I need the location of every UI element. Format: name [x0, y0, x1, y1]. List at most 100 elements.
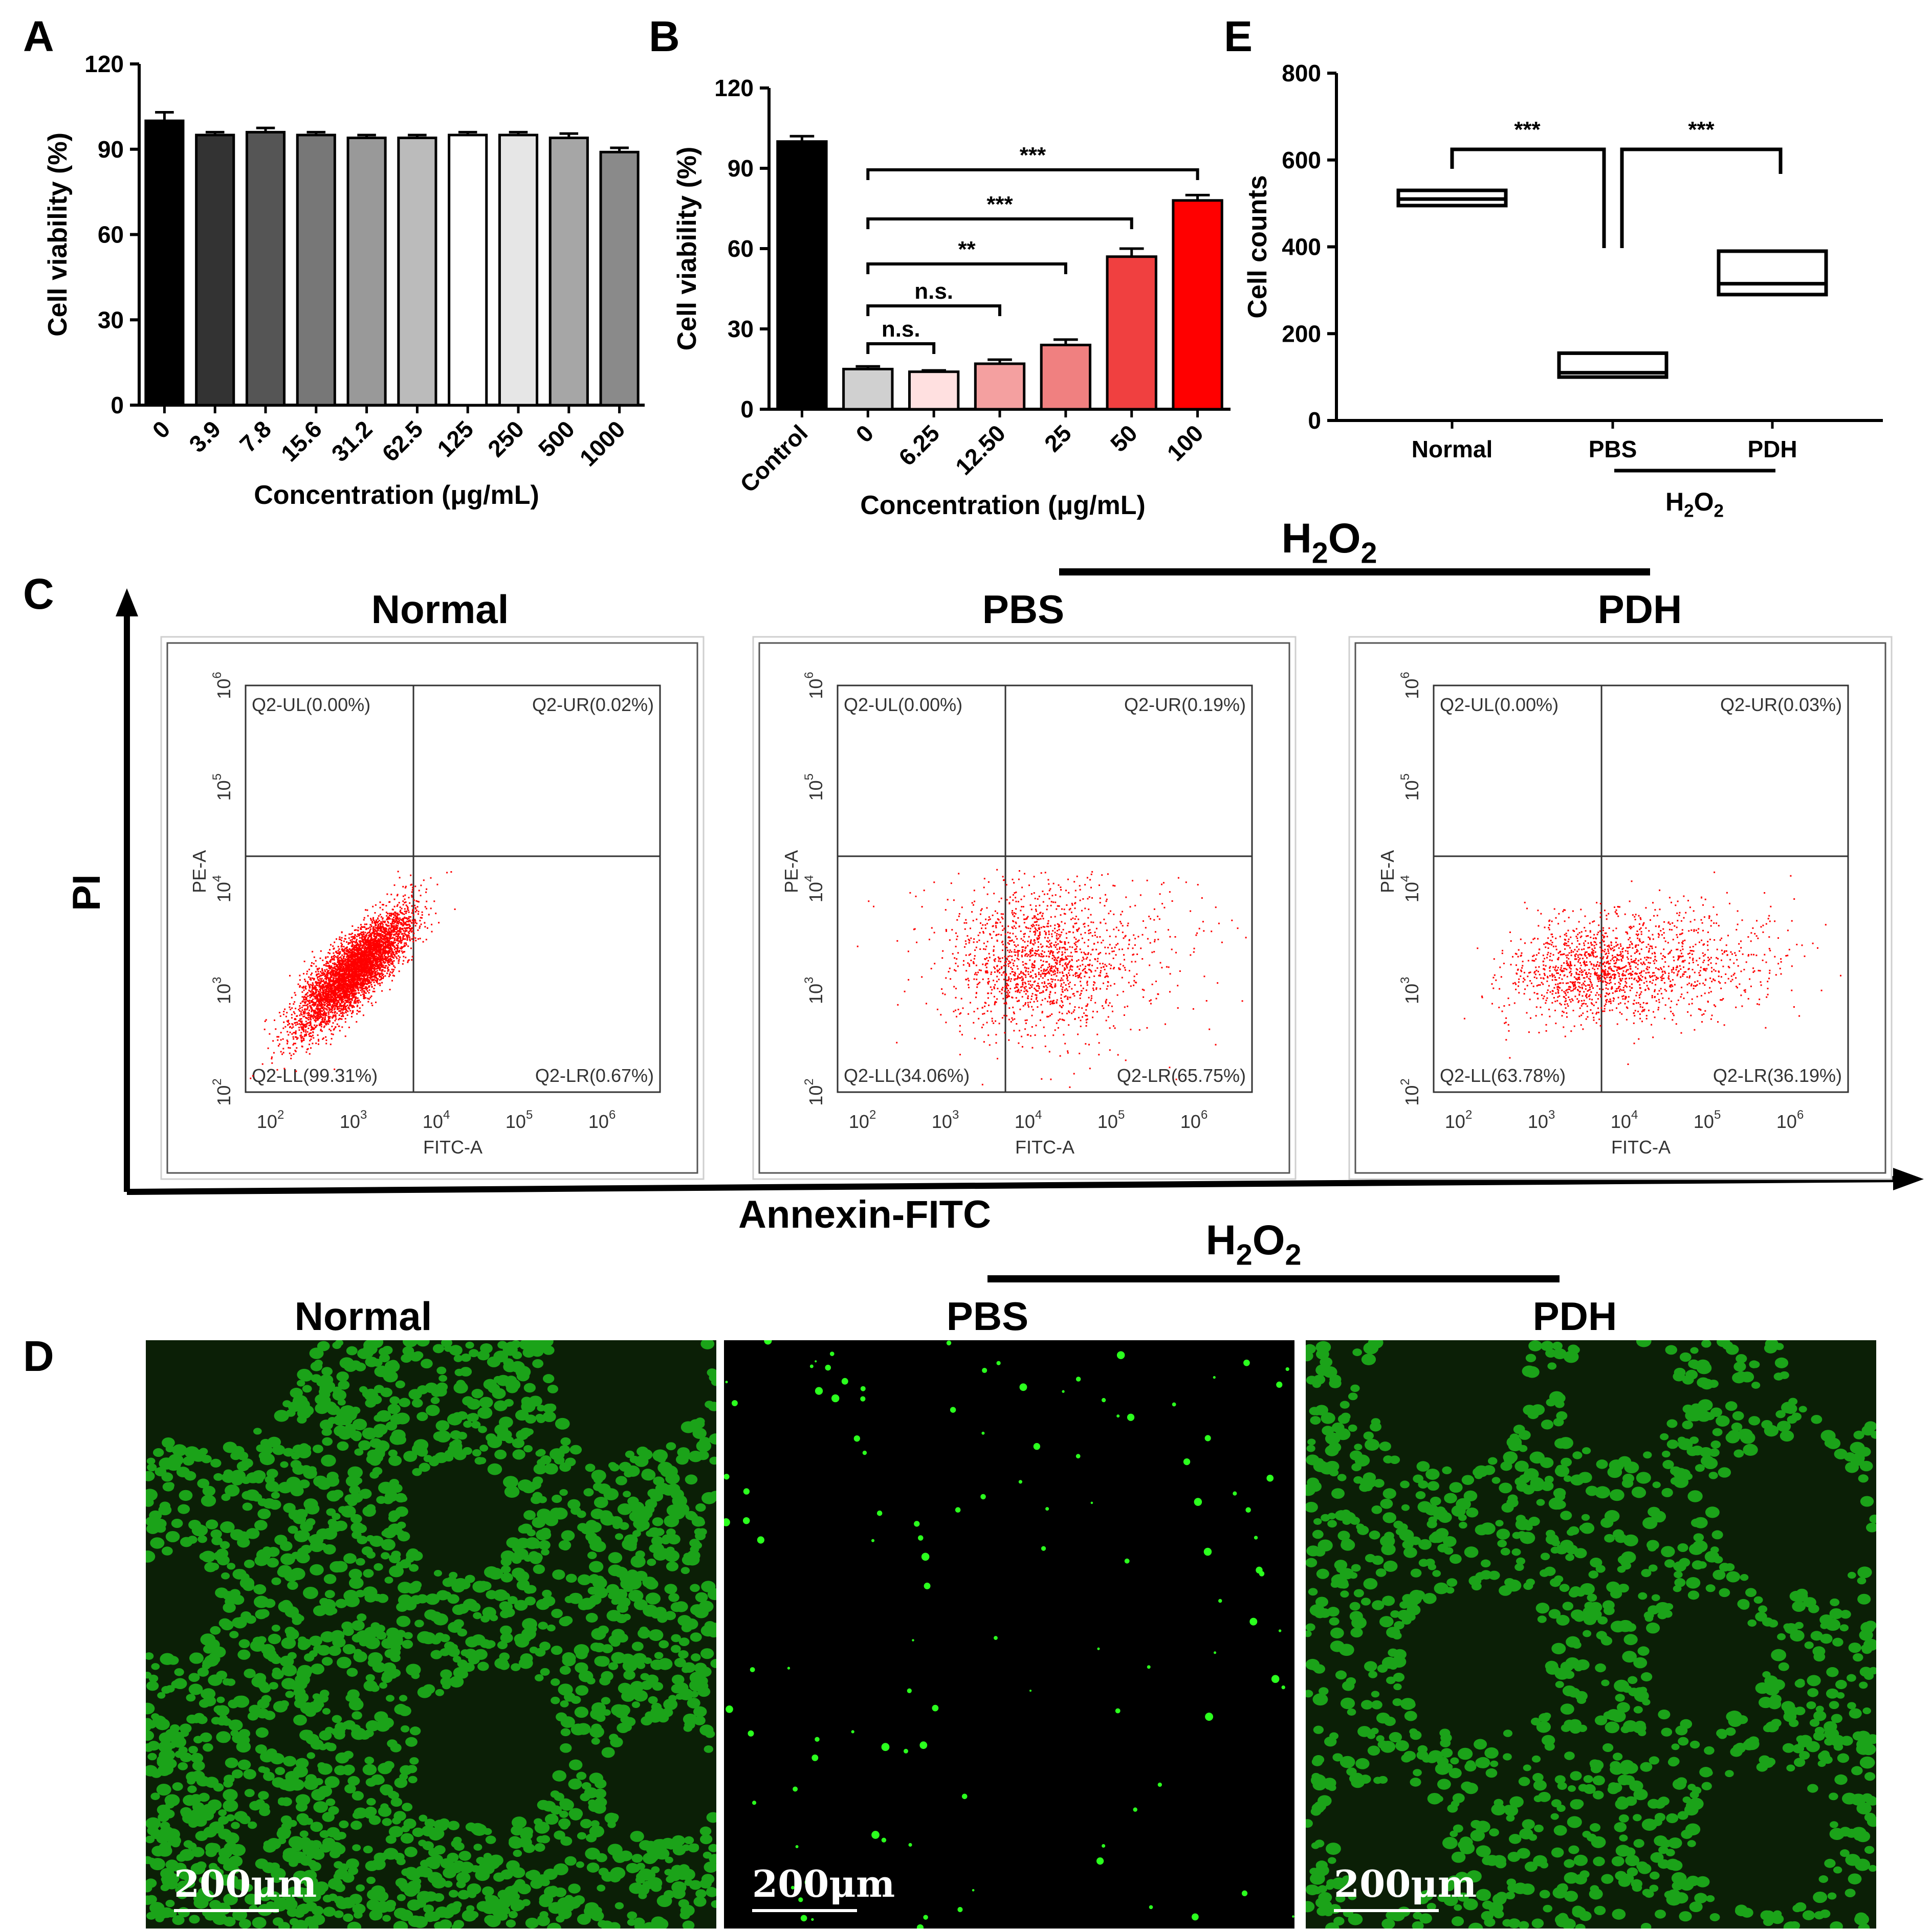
micro-panel-title: Normal — [295, 1294, 432, 1339]
flow-y-tick: 106 — [802, 672, 826, 699]
flow-y-tick: 102 — [1398, 1078, 1422, 1105]
y-tick-label: 90 — [98, 136, 124, 163]
y-axis-title: Cell counts — [1243, 175, 1272, 318]
micro-cells — [146, 1340, 716, 1928]
quadrant-ur-label: Q2-UR(0.19%) — [1124, 694, 1246, 715]
microscopy-panel: H2O2 Normal 200μm PBS 200μm PDH 200μm — [146, 1217, 1876, 1928]
pi-axis-title: PI — [65, 874, 108, 911]
bar — [346, 137, 387, 407]
bar — [1040, 343, 1092, 411]
flow-y-label: PE-A — [1377, 850, 1398, 893]
x-tick-label: 100 — [1162, 419, 1209, 466]
flow-y-tick: 104 — [802, 875, 826, 902]
annexin-axis-line — [126, 1176, 1904, 1195]
x-tick-label: PDH — [1747, 436, 1797, 462]
h2o2-header: H2O2 — [1282, 515, 1377, 570]
significance-label: n.s. — [882, 317, 920, 342]
flow-plot-area — [245, 684, 661, 1093]
flow-x-tick: 105 — [1694, 1108, 1721, 1132]
x-tick-label: 12.50 — [950, 419, 1011, 480]
flow-plot-area — [1433, 684, 1849, 1093]
bar — [1106, 255, 1157, 411]
quadrant-lr-label: Q2-LR(65.75%) — [1117, 1065, 1246, 1086]
panel-letter-b: B — [649, 12, 680, 60]
flow-y-tick: 105 — [1398, 773, 1422, 801]
flow-y-tick: 105 — [802, 773, 826, 801]
flow-y-tick: 104 — [210, 875, 234, 902]
flow-y-tick: 106 — [1398, 672, 1422, 699]
x-axis-title: Concentration (μg/mL) — [254, 480, 539, 510]
flow-x-tick: 106 — [1776, 1108, 1804, 1132]
flow-y-tick: 103 — [802, 977, 826, 1004]
y-tick-label: 90 — [728, 155, 754, 182]
flow-y-tick: 102 — [210, 1078, 234, 1105]
significance-label: *** — [986, 192, 1013, 217]
quadrant-lr-label: Q2-LR(36.19%) — [1713, 1065, 1842, 1086]
flow-x-tick: 104 — [1015, 1108, 1042, 1132]
panel-letter-e: E — [1224, 12, 1253, 60]
flow-scatter-points — [857, 869, 1247, 1088]
quadrant-ll-label: Q2-LL(99.31%) — [252, 1065, 378, 1086]
x-axis-title: Concentration (μg/mL) — [860, 491, 1146, 520]
quadrant-lr-label: Q2-LR(0.67%) — [535, 1065, 654, 1086]
bar — [498, 134, 539, 407]
x-tick-label: 1000 — [575, 415, 630, 471]
flow-y-tick: 105 — [210, 773, 234, 801]
micro-image-pdh: PDH 200μm — [1306, 1294, 1876, 1928]
x-tick-label: 25 — [1039, 419, 1077, 457]
bar — [974, 362, 1026, 411]
flow-x-tick: 105 — [1097, 1108, 1125, 1132]
significance-bracket — [866, 168, 1199, 180]
flow-x-label: FITC-A — [423, 1137, 482, 1158]
flow-plot-pbs: PBS 102 102 103 103 104 104 105 105 106 106 FITC-A P… — [752, 587, 1297, 1180]
flow-y-tick: 103 — [210, 977, 234, 1004]
panel-letter-d: D — [23, 1332, 54, 1380]
x-tick-label: 125 — [432, 415, 478, 462]
flow-panel-title: PBS — [982, 587, 1064, 632]
quadrant-ur-label: Q2-UR(0.02%) — [532, 694, 654, 715]
flow-y-tick: 102 — [802, 1078, 826, 1105]
bar — [908, 370, 960, 411]
flow-x-label: FITC-A — [1015, 1137, 1074, 1158]
flow-y-tick: 103 — [1398, 977, 1422, 1004]
y-tick-label: 0 — [111, 392, 124, 418]
panel-letter-a: A — [23, 12, 54, 60]
x-tick-label: 0 — [850, 419, 879, 448]
significance-label: ** — [958, 237, 976, 262]
x-tick-label: 50 — [1105, 419, 1143, 457]
flow-x-tick: 102 — [1445, 1108, 1472, 1132]
micro-panel-title: PDH — [1533, 1294, 1617, 1339]
flow-y-label: PE-A — [189, 850, 210, 893]
annexin-axis-title: Annexin-FITC — [738, 1193, 991, 1236]
y-tick-label: 30 — [728, 316, 754, 342]
micro-cell-dots — [146, 1340, 716, 1928]
flow-x-tick: 104 — [1611, 1108, 1638, 1132]
micro-cells — [1306, 1340, 1876, 1928]
y-axis-title: Cell viability (%) — [43, 132, 73, 337]
flow-x-tick: 106 — [1180, 1108, 1208, 1132]
bar — [195, 134, 235, 407]
y-tick-label: 200 — [1282, 320, 1321, 347]
x-tick-label: 15.6 — [276, 415, 327, 467]
y-tick-label: 120 — [714, 75, 754, 101]
quadrant-ul-label: Q2-UL(0.00%) — [844, 694, 962, 715]
quadrant-ll-label: Q2-LL(34.06%) — [844, 1065, 970, 1086]
flow-y-tick: 104 — [1398, 875, 1422, 902]
quadrant-ul-label: Q2-UL(0.00%) — [1440, 694, 1558, 715]
x-tick-label: 500 — [533, 415, 580, 462]
significance-bracket — [1620, 147, 1783, 248]
y-tick-label: 0 — [1308, 407, 1321, 434]
flow-plot-pdh: PDH 102 102 103 103 104 104 105 105 106 106 FITC-A P… — [1348, 587, 1893, 1180]
significance-bracket — [1450, 147, 1606, 248]
flow-x-label: FITC-A — [1611, 1137, 1671, 1158]
significance-bracket — [866, 217, 1133, 229]
x-tick-label: 6.25 — [893, 419, 945, 471]
flow-y-tick: 106 — [210, 672, 234, 699]
x-tick-label: 0 — [147, 415, 175, 444]
bar — [448, 134, 488, 407]
flow-x-tick: 103 — [340, 1108, 367, 1132]
y-tick-label: 800 — [1282, 60, 1321, 86]
bar — [245, 130, 286, 407]
